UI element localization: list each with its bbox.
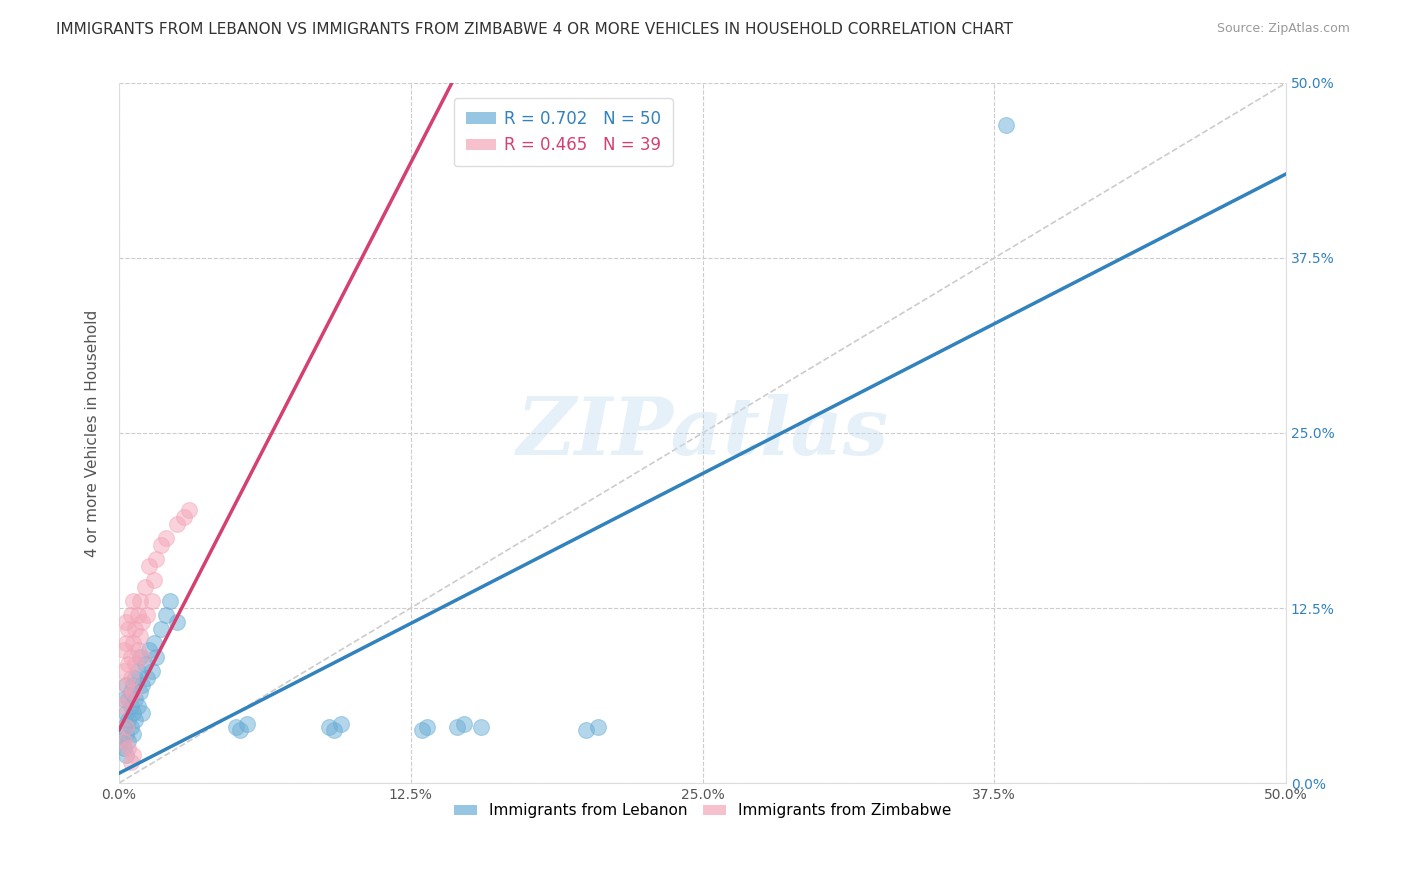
Point [120, 671, 142, 685]
Point [115, 615, 138, 629]
Point [136, 671, 159, 685]
Point [117, 741, 139, 756]
Point [134, 657, 156, 671]
Point [112, 664, 135, 678]
Point [127, 643, 149, 657]
Point [138, 559, 160, 574]
Point [120, 699, 142, 714]
Point [322, 723, 344, 737]
Point [120, 685, 142, 699]
Point [134, 580, 156, 594]
Point [115, 727, 138, 741]
Point [115, 706, 138, 720]
Point [117, 713, 139, 727]
Point [124, 671, 146, 685]
Point [122, 636, 145, 650]
Point [124, 622, 146, 636]
Point [110, 699, 132, 714]
Point [112, 741, 135, 756]
Point [117, 657, 139, 671]
Point [236, 717, 259, 731]
Point [453, 717, 475, 731]
Point [143, 636, 166, 650]
Point [120, 607, 142, 622]
Point [138, 643, 160, 657]
Point [115, 636, 138, 650]
Point [150, 622, 173, 636]
Point [122, 727, 145, 741]
Point [166, 615, 188, 629]
Point [112, 643, 135, 657]
Point [131, 650, 153, 665]
Point [122, 706, 145, 720]
Point [117, 622, 139, 636]
Point [122, 747, 145, 762]
Point [141, 664, 163, 678]
Point [120, 720, 142, 734]
Point [155, 607, 177, 622]
Point [127, 699, 149, 714]
Point [127, 607, 149, 622]
Text: Source: ZipAtlas.com: Source: ZipAtlas.com [1216, 22, 1350, 36]
Point [124, 692, 146, 706]
Point [129, 650, 152, 665]
Point [112, 734, 135, 748]
Point [150, 538, 173, 552]
Point [329, 717, 352, 731]
Point [124, 713, 146, 727]
Point [470, 720, 492, 734]
Point [131, 615, 153, 629]
Point [159, 594, 181, 608]
Point [129, 629, 152, 643]
Point [112, 720, 135, 734]
Y-axis label: 4 or more Vehicles in Household: 4 or more Vehicles in Household [86, 310, 100, 557]
Point [575, 723, 598, 737]
Point [115, 678, 138, 692]
Point [115, 747, 138, 762]
Point [122, 594, 145, 608]
Point [127, 664, 149, 678]
Point [112, 692, 135, 706]
Point [177, 503, 200, 517]
Text: ZIPatlas: ZIPatlas [516, 394, 889, 472]
Point [416, 720, 439, 734]
Point [145, 552, 167, 566]
Point [120, 650, 142, 665]
Point [143, 573, 166, 587]
Point [446, 720, 468, 734]
Point [411, 723, 433, 737]
Text: IMMIGRANTS FROM LEBANON VS IMMIGRANTS FROM ZIMBABWE 4 OR MORE VEHICLES IN HOUSEH: IMMIGRANTS FROM LEBANON VS IMMIGRANTS FR… [56, 22, 1014, 37]
Point [129, 685, 152, 699]
Point [122, 678, 145, 692]
Point [994, 118, 1017, 132]
Point [173, 510, 195, 524]
Point [122, 685, 145, 699]
Point [141, 594, 163, 608]
Point [117, 692, 139, 706]
Point [586, 720, 609, 734]
Point [225, 720, 247, 734]
Point [155, 531, 177, 545]
Point [131, 706, 153, 720]
Point [117, 692, 139, 706]
Point [131, 678, 153, 692]
Point [115, 720, 138, 734]
Point [129, 594, 152, 608]
Point [117, 734, 139, 748]
Point [166, 516, 188, 531]
Point [145, 650, 167, 665]
Point [229, 723, 252, 737]
Point [110, 734, 132, 748]
Point [318, 720, 340, 734]
Point [120, 755, 142, 769]
Point [136, 607, 159, 622]
Legend: Immigrants from Lebanon, Immigrants from Zimbabwe: Immigrants from Lebanon, Immigrants from… [447, 797, 957, 824]
Point [124, 657, 146, 671]
Point [115, 678, 138, 692]
